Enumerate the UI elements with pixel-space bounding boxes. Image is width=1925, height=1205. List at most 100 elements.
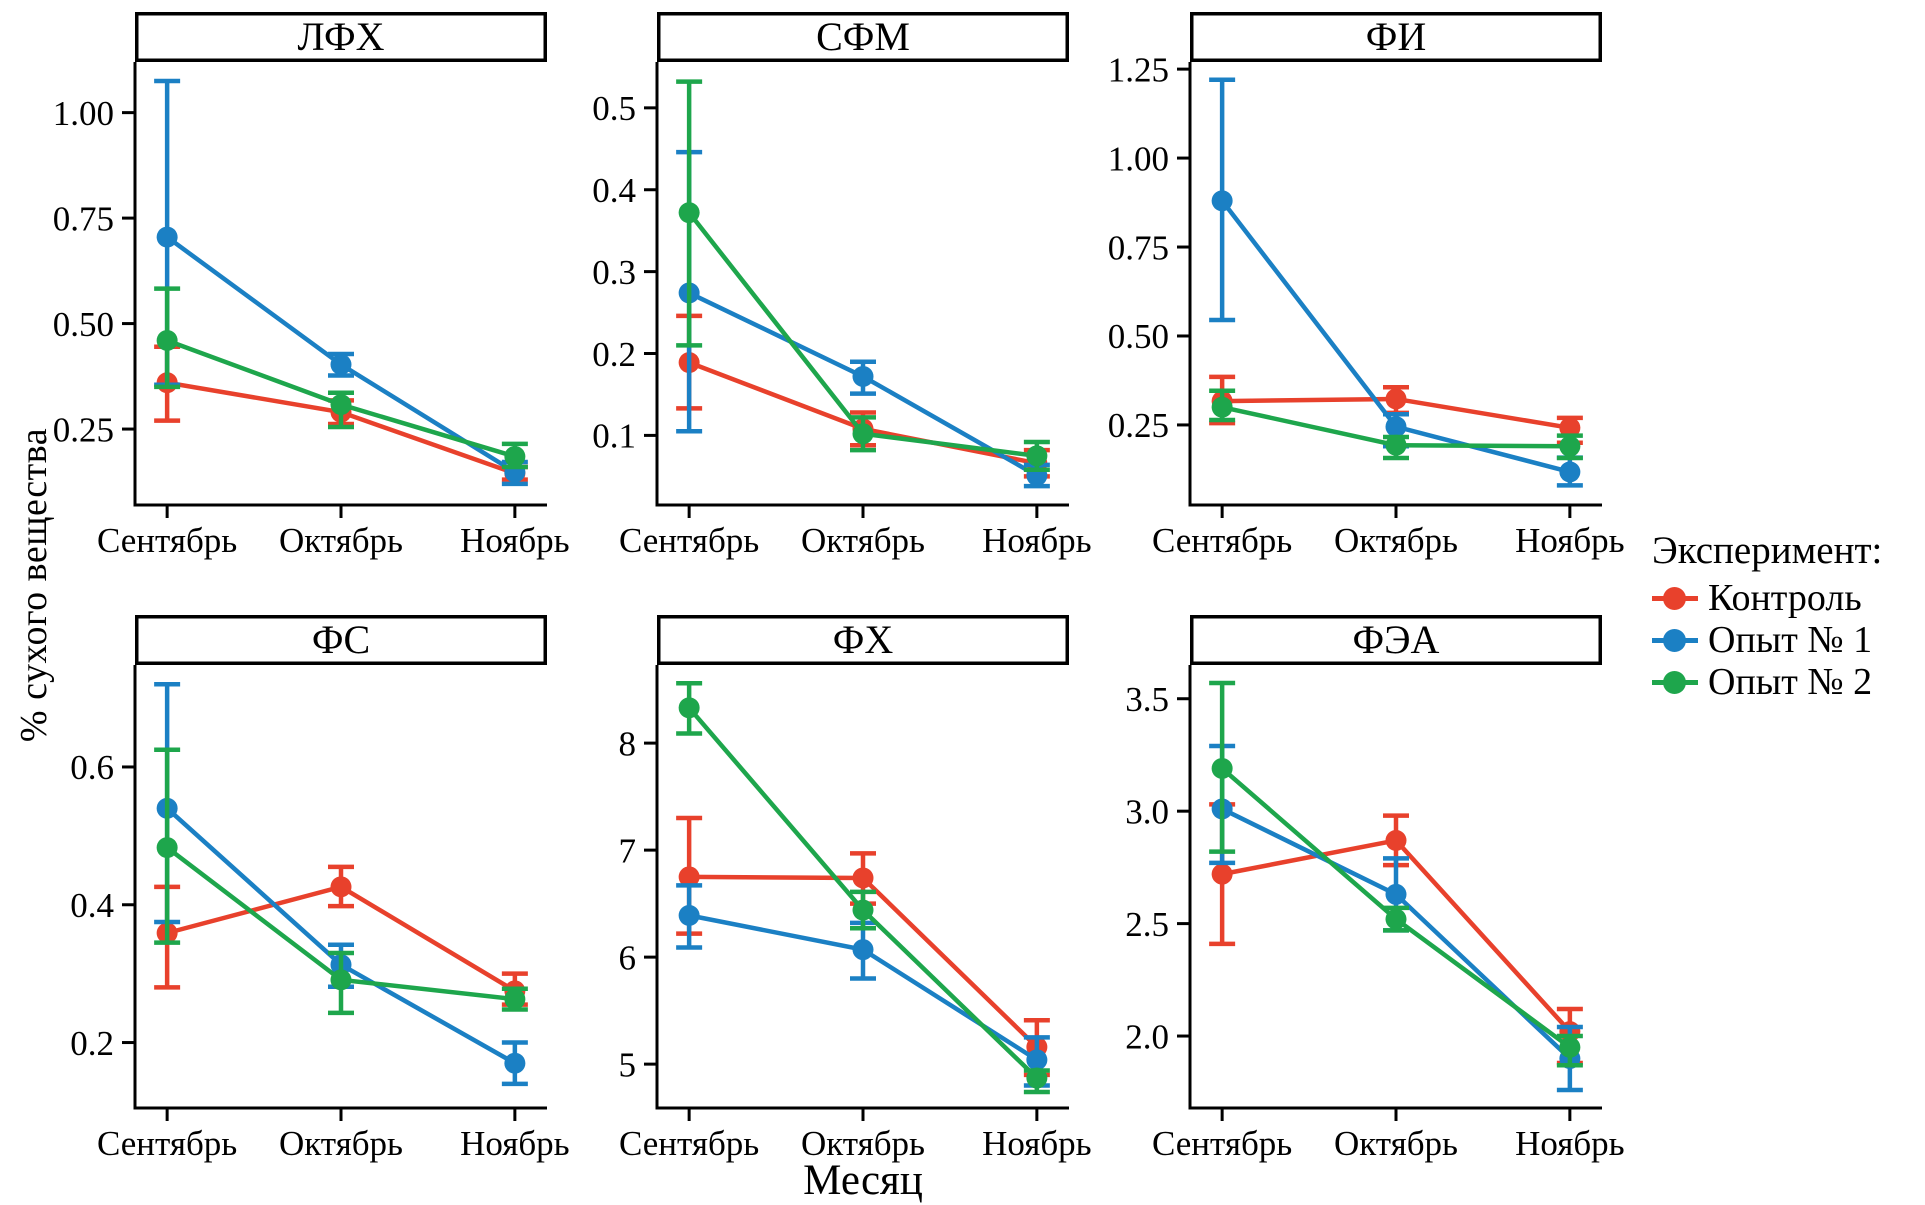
data-point [1385,883,1407,905]
y-tick-label: 5 [619,1045,637,1084]
data-point [330,354,352,376]
facet-title: ФС [312,617,370,662]
data-point [1211,396,1233,418]
y-tick-label: 0.4 [592,171,636,210]
data-point [852,867,874,889]
data-point [678,866,700,888]
legend-item-label: Контроль [1708,577,1862,619]
exp1-series-marker-icon [1652,621,1698,659]
data-point [156,837,178,859]
data-point [1026,1067,1048,1089]
x-axis-label: Месяц [803,1157,923,1204]
y-tick-label: 0.50 [53,305,114,344]
y-tick-label: 0.4 [70,886,114,925]
x-tick-label: Октябрь [1334,521,1458,560]
y-tick-label: 1.25 [1108,50,1169,89]
x-tick-label: Сентябрь [1152,1124,1292,1163]
facet-sfm: СФМ 0.1 0.2 0.3 0.4 0.5 Сентябрь Октябрь Ноябрь [592,12,1092,560]
y-tick-label: 2.5 [1125,905,1169,944]
data-point [1385,416,1407,438]
facet-fh: ФХ 5 6 7 8 Сентябрь Октябрь Ноябрь [619,615,1092,1163]
facet-title: ФЭА [1353,617,1440,662]
series-Опыт № 2 [1209,680,1583,1068]
series-Опыт № 2 [1209,388,1583,461]
data-point [504,988,526,1010]
y-tick-label: 3.0 [1125,792,1169,831]
data-point [1211,190,1233,212]
data-point [1559,461,1581,483]
x-tick-label: Октябрь [801,521,925,560]
data-point [330,394,352,416]
data-point [1385,908,1407,930]
facet-fi: ФИ 0.25 0.50 0.75 1.00 1.25 Сентябрь Октябрь Ноя… [1108,12,1625,560]
y-tick-label: 0.25 [53,410,114,449]
x-tick-label: Ноябрь [982,1124,1091,1163]
legend: Эксперимент: Контроль Опыт № 1 Опыт № 2 [1652,528,1925,703]
x-tick-label: Ноябрь [982,521,1091,560]
y-tick-label: 3.5 [1125,680,1169,719]
y-tick-label: 8 [619,724,637,763]
exp2-series-marker-icon [1652,663,1698,701]
facet-strip [1190,615,1602,665]
x-tick-label: Сентябрь [97,1124,237,1163]
data-point [156,226,178,248]
y-tick-label: 0.50 [1108,317,1169,356]
series-Контроль [1209,802,1583,1066]
legend-item-label: Опыт № 2 [1708,661,1873,703]
facet-title: ФИ [1366,14,1427,59]
data-point [678,697,700,719]
data-point [1559,435,1581,457]
x-tick-label: Ноябрь [1515,521,1624,560]
x-tick-label: Сентябрь [97,521,237,560]
data-point [1559,417,1581,439]
data-point [1385,829,1407,851]
series-Опыт № 2 [676,79,1050,473]
facet-strip [657,615,1069,665]
y-tick-label: 2.0 [1125,1017,1169,1056]
facet-fea: ФЭА 2.0 2.5 3.0 3.5 Сентябрь Октябрь Ноябрь [1125,615,1625,1163]
facet-strip [135,12,547,62]
x-tick-label: Октябрь [279,521,403,560]
series-line [165,806,516,1066]
data-point [1559,1036,1581,1058]
data-point [1211,863,1233,885]
y-tick-label: 6 [619,938,637,977]
y-tick-label: 0.3 [592,253,636,292]
control-series-marker-icon [1652,579,1698,617]
y-tick-label: 0.2 [592,335,636,374]
y-tick-label: 0.6 [70,748,114,787]
series-Контроль [676,815,1050,1078]
facet-lfh: ЛФХ 0.25 0.50 0.75 1.00 Сентябрь Октябрь Ноябрь [53,12,570,560]
y-tick-label: 0.75 [53,199,114,238]
facet-title: ЛФХ [297,14,384,59]
series-Опыт № 2 [154,286,528,470]
data-point [1385,388,1407,410]
data-point [330,969,352,991]
data-point [678,904,700,926]
data-point [678,202,700,224]
y-tick-label: 0.1 [592,417,636,456]
data-point [852,899,874,921]
y-tick-label: 0.25 [1108,406,1169,445]
y-tick-label: 0.75 [1108,228,1169,267]
x-tick-label: Сентябрь [619,521,759,560]
data-point [1211,757,1233,779]
facet-strip [1190,12,1602,62]
x-tick-label: Ноябрь [1515,1124,1624,1163]
y-tick-label: 0.5 [592,89,636,128]
facet-strip [135,615,547,665]
series-Опыт № 1 [676,883,1050,1088]
x-tick-label: Ноябрь [460,1124,569,1163]
data-point [504,445,526,467]
x-tick-label: Октябрь [1334,1124,1458,1163]
legend-item-exp1: Опыт № 1 [1652,619,1925,661]
y-tick-label: 0.2 [70,1024,114,1063]
legend-title: Эксперимент: [1652,529,1883,572]
x-tick-label: Октябрь [279,1124,403,1163]
series-Опыт № 1 [1209,77,1583,488]
legend-item-control: Контроль [1652,577,1925,619]
facet-fs: ФС 0.2 0.4 0.6 Сентябрь Октябрь Ноябрь [70,615,570,1163]
x-tick-label: Сентябрь [619,1124,759,1163]
x-tick-label: Сентябрь [1152,521,1292,560]
